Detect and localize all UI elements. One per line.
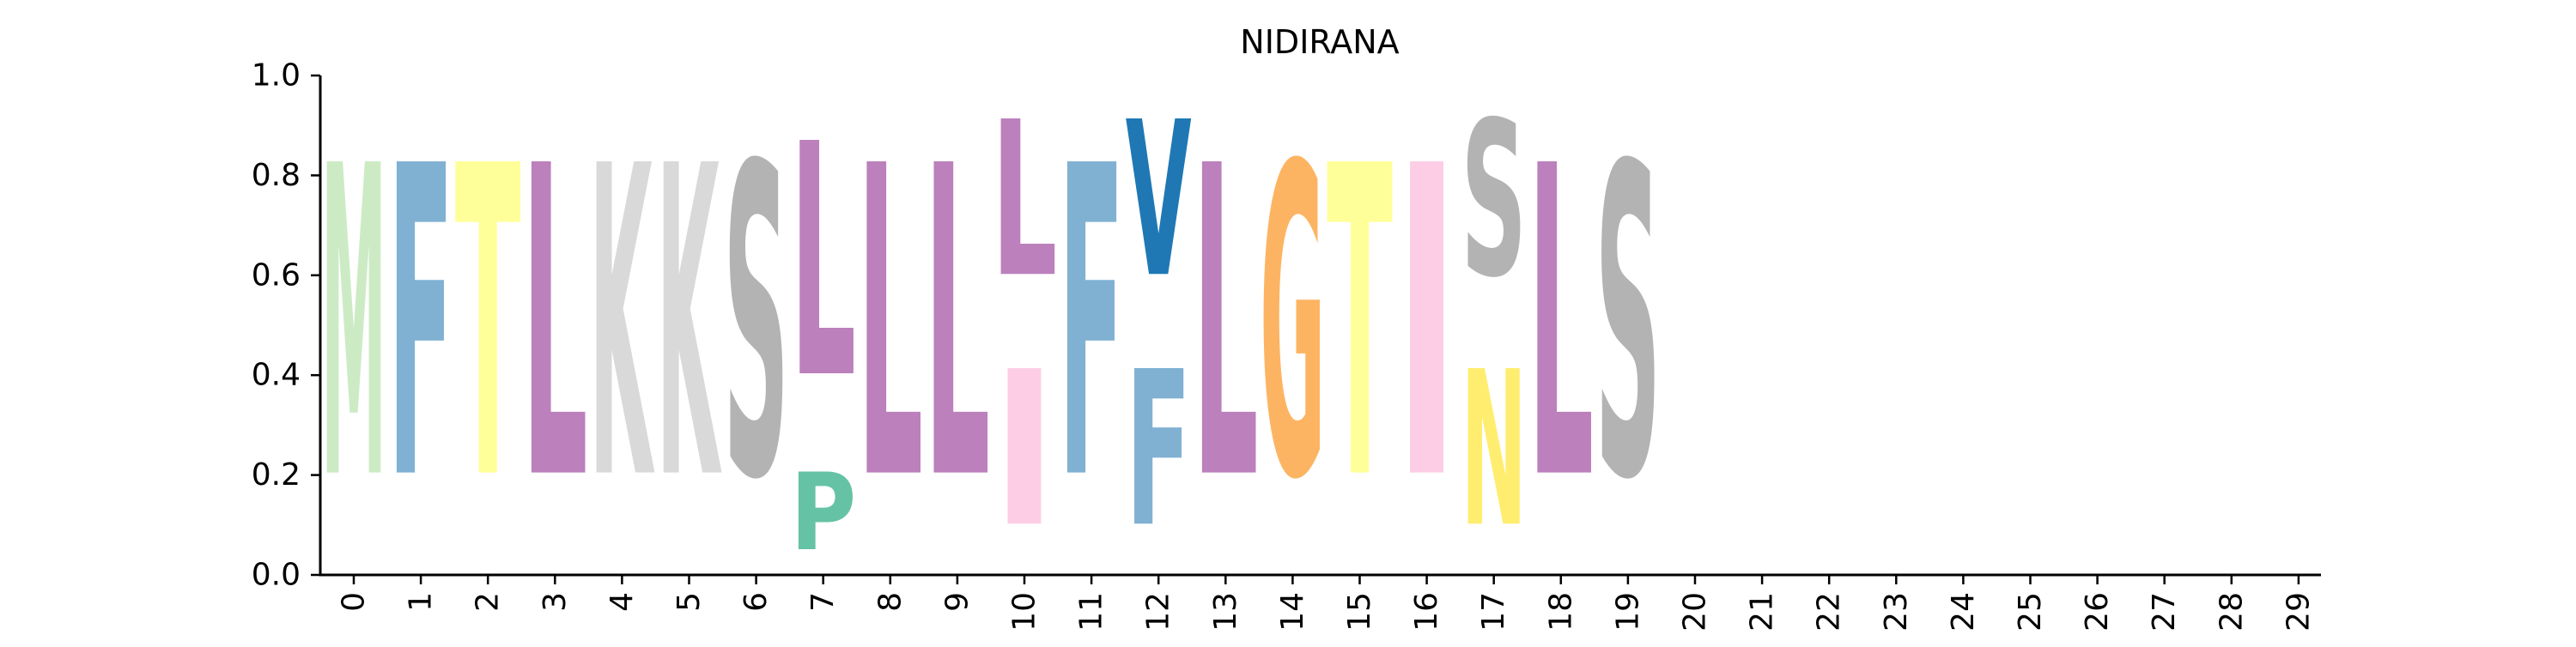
logo-letter-M: M <box>321 76 387 573</box>
logo-letter-V: V <box>1126 76 1192 324</box>
x-tick-label: 27 <box>2147 592 2182 632</box>
y-tick-label: 0.8 <box>252 158 301 193</box>
x-tick-label: 18 <box>1543 592 1578 632</box>
x-tick-label: 7 <box>805 592 841 612</box>
logo-letter-L: L <box>522 77 588 574</box>
logo-letter-T: T <box>1327 77 1394 574</box>
y-tick-label: 1.0 <box>252 58 301 94</box>
x-tick-label: 28 <box>2214 592 2249 632</box>
x-tick-label: 11 <box>1074 592 1109 632</box>
logo-letter-S: S <box>1595 76 1661 573</box>
x-tick-label: 17 <box>1476 592 1511 632</box>
logo-letter-N: N <box>1461 327 1527 575</box>
logo-letter-K: K <box>656 78 722 574</box>
logo-letter-L: L <box>992 77 1058 325</box>
logo-letter-F: F <box>1059 77 1125 574</box>
x-tick-label: 3 <box>538 592 573 612</box>
logo-letter-L: L <box>924 77 990 574</box>
logo-letter-I: I <box>1394 76 1460 573</box>
x-tick-label: 14 <box>1275 592 1310 632</box>
logo-letter-L: L <box>790 78 856 450</box>
logo-letter-K: K <box>589 78 655 574</box>
x-tick-label: 20 <box>1678 592 1713 632</box>
logo-letter-T: T <box>455 77 522 574</box>
x-tick-label: 2 <box>471 592 506 612</box>
x-tick-label: 21 <box>1745 592 1780 632</box>
y-tick-label: 0.6 <box>252 257 301 293</box>
y-tick-label: 0.4 <box>252 358 301 393</box>
x-tick-label: 10 <box>1007 592 1042 632</box>
logo-letters: M F T L K K S PL L L IL F FV L G T I NS L S <box>321 76 1662 575</box>
y-tick-label: 0.0 <box>252 558 301 593</box>
x-tick-label: 8 <box>872 592 908 612</box>
x-tick-label: 23 <box>1879 592 1914 632</box>
x-tick-label: 13 <box>1208 592 1243 632</box>
logo-letter-P: P <box>790 451 856 576</box>
x-tick-label: 16 <box>1409 592 1444 632</box>
x-tick-label: 25 <box>2013 592 2048 632</box>
x-tick-label: 1 <box>404 592 439 612</box>
logo-letter-L: L <box>1193 77 1259 574</box>
y-ticks: 0.0 0.2 0.4 0.6 0.8 1.0 <box>252 58 320 593</box>
x-tick-label: 22 <box>1812 592 1847 632</box>
x-tick-label: 4 <box>605 592 640 612</box>
x-tick-label: 12 <box>1141 592 1176 632</box>
logo-letter-S: S <box>1461 76 1527 325</box>
logo-letter-L: L <box>1528 77 1594 574</box>
x-tick-label: 9 <box>939 592 975 612</box>
logo-letter-L: L <box>857 77 923 574</box>
logo-letter-F: F <box>388 77 454 574</box>
logo-letter-S: S <box>723 76 789 573</box>
x-tick-label: 0 <box>337 592 372 612</box>
x-tick-label: 6 <box>738 592 774 612</box>
logo-letter-F: F <box>1126 326 1192 575</box>
x-ticks: 0 1 2 3 4 5 6 7 8 9 10 11 12 13 14 15 16 17 18 19 20 21 22 23 24… <box>337 575 2316 632</box>
axes <box>319 76 2321 577</box>
x-tick-label: 26 <box>2080 592 2115 632</box>
chart-title: NIDIRANA <box>1240 23 1399 61</box>
x-tick-label: 19 <box>1610 592 1645 632</box>
x-tick-label: 24 <box>1946 592 1981 632</box>
x-tick-label: 5 <box>671 592 707 612</box>
logo-letter-G: G <box>1260 78 1326 574</box>
logo-letter-I: I <box>992 326 1058 574</box>
x-tick-label: 15 <box>1342 592 1377 632</box>
y-tick-label: 0.2 <box>252 457 301 493</box>
x-tick-label: 29 <box>2281 592 2316 632</box>
